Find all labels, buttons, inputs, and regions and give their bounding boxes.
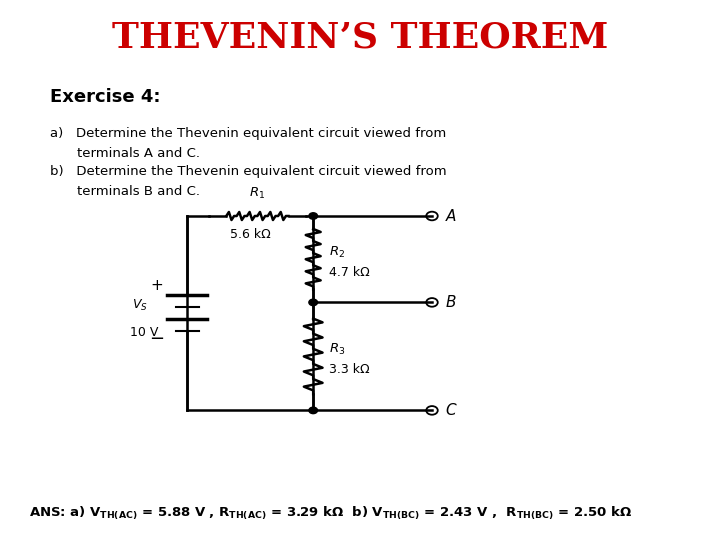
Text: terminals A and C.: terminals A and C. — [77, 147, 200, 160]
Text: +: + — [150, 278, 163, 293]
Text: a)   Determine the Thevenin equivalent circuit viewed from: a) Determine the Thevenin equivalent cir… — [50, 127, 446, 140]
Text: 3.3 kΩ: 3.3 kΩ — [329, 363, 369, 376]
Text: $R_3$: $R_3$ — [329, 342, 346, 357]
Text: Exercise 4:: Exercise 4: — [50, 88, 161, 106]
Circle shape — [309, 407, 318, 414]
Text: $R_1$: $R_1$ — [249, 186, 266, 201]
Text: ANS: a) $\mathbf{V_{TH(AC)}}$ = 5.88 V , $\mathbf{R_{TH(AC)}}$ = 3.29 kΩ  b) $\m: ANS: a) $\mathbf{V_{TH(AC)}}$ = 5.88 V ,… — [29, 504, 632, 522]
Text: 10 V: 10 V — [130, 326, 158, 339]
Text: THEVENIN’S THEOREM: THEVENIN’S THEOREM — [112, 21, 608, 55]
Text: −: − — [149, 330, 165, 348]
Text: $B$: $B$ — [445, 294, 456, 310]
Text: $C$: $C$ — [445, 402, 457, 418]
Text: $R_2$: $R_2$ — [329, 245, 345, 260]
Text: 5.6 kΩ: 5.6 kΩ — [230, 228, 271, 241]
Circle shape — [309, 213, 318, 219]
Text: $A$: $A$ — [445, 208, 457, 224]
Circle shape — [309, 299, 318, 306]
Text: $V_S$: $V_S$ — [132, 298, 148, 313]
Text: 4.7 kΩ: 4.7 kΩ — [329, 266, 370, 279]
Text: b)   Determine the Thevenin equivalent circuit viewed from: b) Determine the Thevenin equivalent cir… — [50, 165, 447, 178]
Text: terminals B and C.: terminals B and C. — [77, 185, 200, 198]
